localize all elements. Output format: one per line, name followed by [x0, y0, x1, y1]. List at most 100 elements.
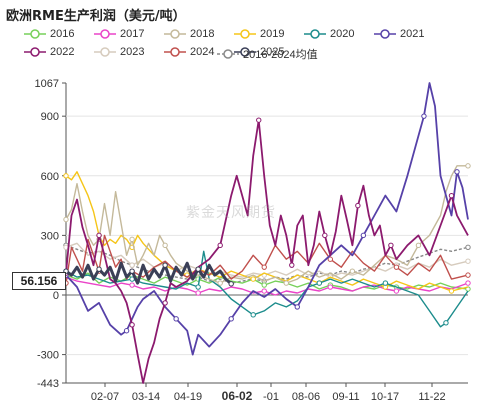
legend-marker-icon [164, 47, 186, 57]
series-point-2024 [327, 256, 334, 262]
series-point-2021 [173, 316, 179, 322]
series-point-2019 [448, 288, 455, 294]
legend-label: 2025 [260, 46, 285, 58]
y-tick-label: 300 [41, 230, 59, 242]
y-tick-label: 1067 [35, 78, 59, 90]
x-tick-label: 10-17 [371, 391, 399, 403]
legend-label: 2020 [330, 28, 355, 40]
x-tick-label: 02-07 [91, 391, 119, 403]
legend-item-2018[interactable]: 2018 [164, 28, 214, 40]
legend-marker-icon [217, 49, 239, 59]
series-point-2018 [129, 236, 135, 243]
series-point-2022 [355, 202, 361, 209]
series-point-2022 [289, 262, 295, 268]
series-point-2024 [465, 272, 471, 278]
series-point-2017 [261, 288, 267, 294]
series-point-2018 [217, 280, 223, 286]
series-point-2020 [443, 320, 449, 326]
legend-item-2019[interactable]: 2019 [234, 28, 284, 40]
series-point-2023 [129, 262, 135, 268]
series-point-2025 [228, 281, 234, 287]
legend-label: 2022 [50, 46, 75, 58]
series-point-2021 [454, 169, 460, 175]
series-point-2024 [393, 264, 400, 270]
legend-marker-icon [94, 47, 116, 57]
series-point-2020 [250, 312, 256, 318]
legend-marker-icon [94, 29, 116, 39]
legend-label: 2018 [190, 28, 215, 40]
series-point-2022 [256, 117, 262, 123]
legend-item-2016-2024均值[interactable]: 2016-2024均值 [217, 46, 318, 62]
series-point-2025 [162, 262, 168, 268]
legend-marker-icon [234, 29, 256, 39]
legend-label: 2019 [260, 28, 285, 40]
legend-item-2017[interactable]: 2017 [94, 28, 144, 40]
legend-label: 2021 [400, 28, 425, 40]
legend-item-2021[interactable]: 2021 [374, 28, 424, 40]
legend-label: 2023 [120, 46, 145, 58]
series-point-2021 [360, 232, 367, 239]
series-point-2022 [96, 232, 102, 239]
series-point-2022 [448, 192, 455, 199]
current-value-label: 56.156 [12, 272, 66, 290]
series-point-2025 [96, 266, 102, 272]
series-point-2021 [294, 304, 300, 310]
legend-item-2016[interactable]: 2016 [24, 28, 74, 40]
series-point-2021 [228, 316, 234, 322]
chart-title: 欧洲RME生产利润（美元/吨） [6, 9, 186, 24]
y-tick-label: -443 [37, 378, 59, 390]
series-line-2022 [65, 119, 469, 384]
series-point-2020 [316, 280, 323, 286]
series-point-2016 [261, 282, 267, 288]
series-point-2024 [261, 264, 267, 270]
watermark: 紫金天风期货 [186, 205, 276, 221]
series-line-2025 [65, 261, 233, 286]
series-point-2017 [393, 288, 400, 294]
series-point-2018 [63, 216, 69, 223]
legend-marker-icon [234, 47, 256, 57]
y-tick-label: 600 [41, 171, 59, 183]
legend-item-2023[interactable]: 2023 [94, 46, 144, 58]
x-tick-label: 08-06 [292, 391, 320, 403]
series-point-2017 [195, 290, 201, 296]
series-point-2025 [129, 268, 135, 274]
x-tick-label: 11-22 [418, 391, 445, 403]
series-point-2017 [465, 280, 471, 286]
legend-marker-icon [164, 29, 186, 39]
series-point-2020 [382, 280, 389, 286]
y-tick-label: 0 [53, 290, 59, 302]
series-point-2021 [421, 113, 427, 119]
y-tick-label: 900 [41, 111, 59, 123]
series-point-2022 [388, 242, 394, 249]
legend-marker-icon [24, 47, 46, 57]
x-tick-label: 09-11 [332, 391, 359, 403]
x-tick-label: 04-19 [174, 391, 202, 403]
legend-item-2022[interactable]: 2022 [24, 46, 74, 58]
series-point-2016-2024均值 [465, 244, 471, 251]
series-point-2018 [349, 268, 356, 274]
legend-label: 2024 [190, 46, 215, 58]
series-point-2019 [63, 173, 69, 179]
series-line-2018 [65, 165, 468, 284]
series-point-2018 [465, 163, 471, 169]
series-point-2021 [123, 328, 130, 334]
series-point-2022 [217, 242, 223, 249]
legend-label: 2016-2024均值 [243, 49, 318, 61]
legend-label: 2016 [50, 28, 75, 40]
series-point-2020 [195, 284, 201, 290]
legend-item-2025[interactable]: 2025 [234, 46, 284, 58]
series-point-2018 [415, 242, 422, 249]
x-tick-label: -01 [263, 391, 279, 403]
legend-item-2020[interactable]: 2020 [304, 28, 354, 40]
legend-item-2024[interactable]: 2024 [164, 46, 214, 58]
series-line-2021 [65, 82, 469, 356]
x-tick-label: 06-02 [222, 389, 253, 403]
series-point-2022 [162, 300, 168, 306]
x-tick-label: 03-14 [132, 391, 160, 403]
series-point-2019 [250, 276, 256, 282]
series-point-2018 [162, 242, 168, 249]
series-point-2017 [129, 282, 135, 288]
legend-marker-icon [24, 29, 46, 39]
series-point-2018 [283, 280, 289, 286]
